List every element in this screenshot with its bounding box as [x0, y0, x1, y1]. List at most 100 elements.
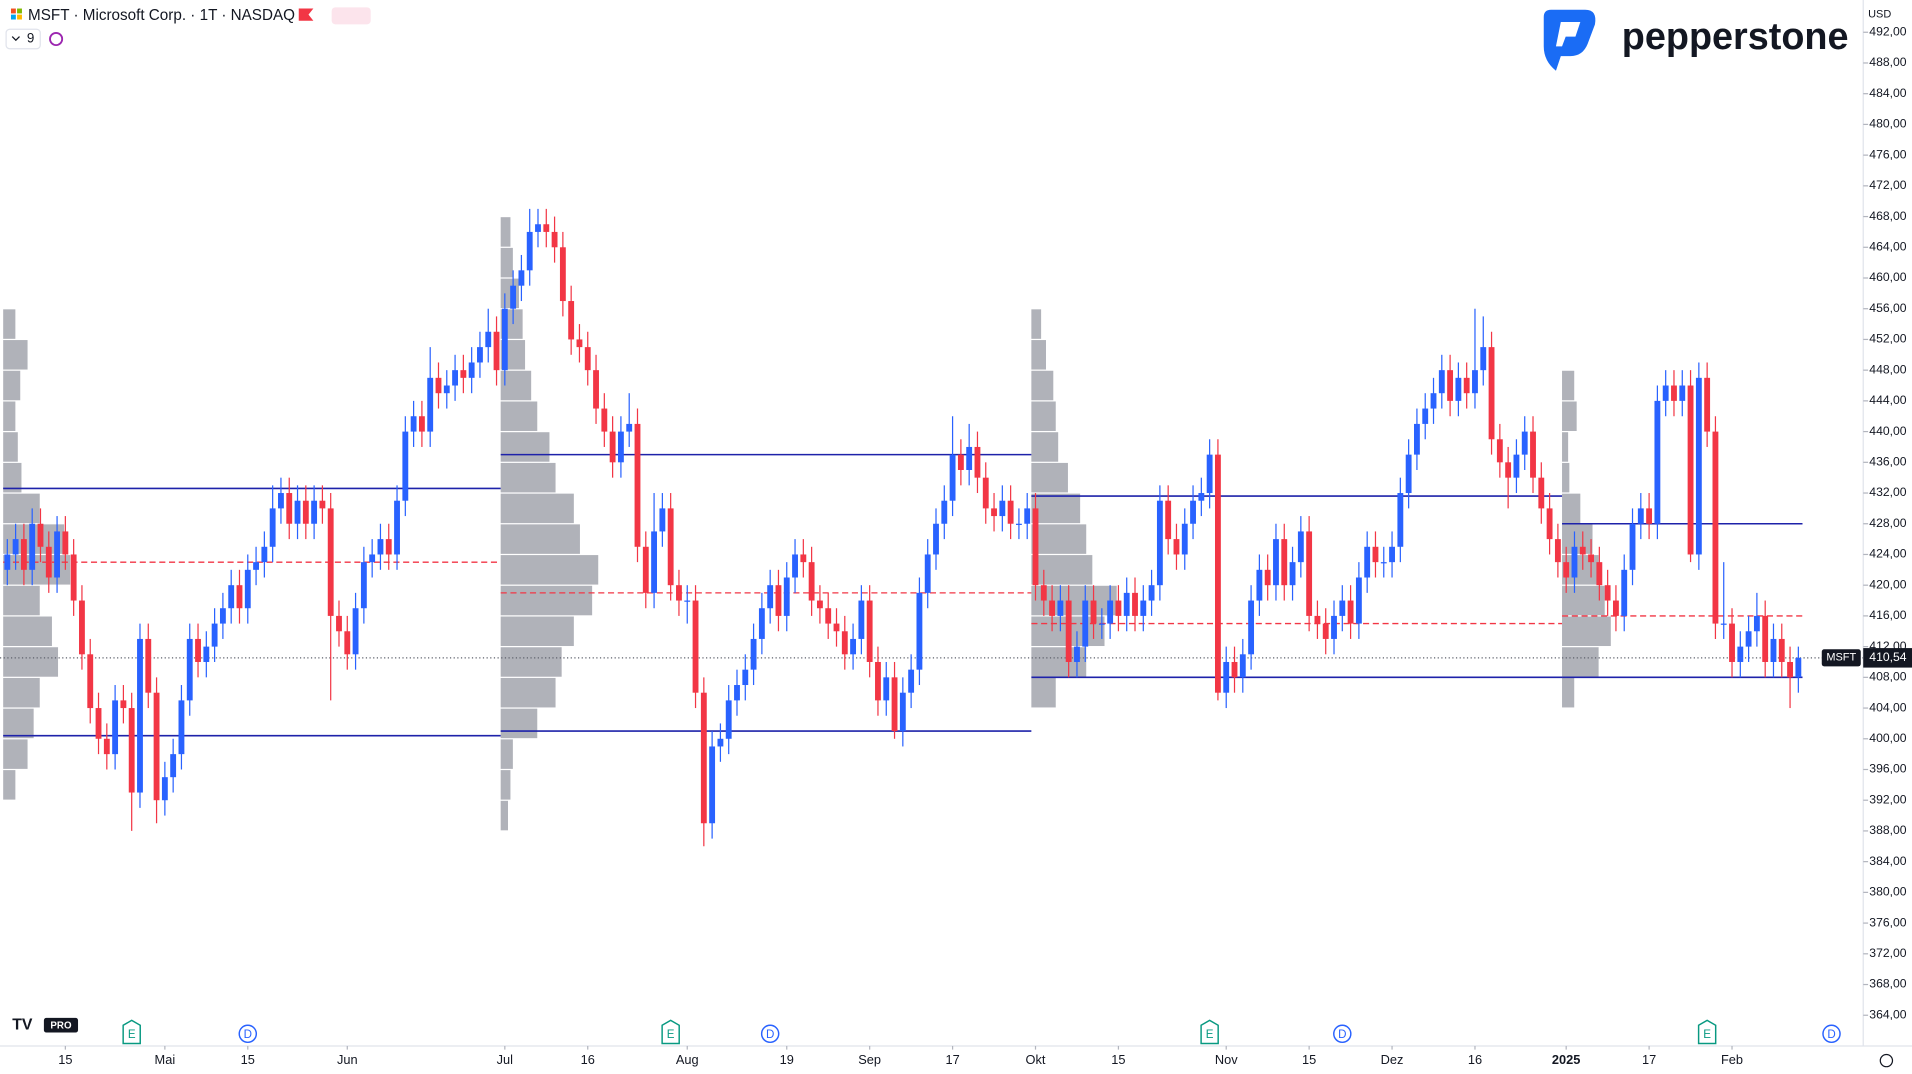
candle-body	[452, 370, 459, 386]
volume-profile-bar	[3, 555, 71, 585]
candle-body	[841, 631, 848, 655]
y-tick-label: 448,00	[1869, 362, 1907, 376]
y-tick-label: 492,00	[1869, 24, 1907, 38]
candle-body	[1065, 600, 1072, 662]
candle-body	[543, 224, 550, 232]
candles	[4, 208, 1802, 847]
candle-body	[1687, 385, 1694, 555]
symbol-tag: MSFT	[1826, 652, 1856, 664]
candle-body	[1198, 493, 1205, 501]
candle-body	[336, 615, 342, 632]
candle-body	[991, 508, 997, 517]
y-tick-label: 440,00	[1869, 424, 1907, 438]
candle-body	[253, 562, 259, 570]
candle-body	[20, 539, 27, 570]
candle-body	[228, 585, 235, 609]
volume-profile-bar	[3, 432, 18, 462]
candle-body	[783, 577, 790, 616]
volume-profile-bar	[1562, 370, 1575, 401]
candle-body	[551, 231, 558, 248]
candle-body	[626, 423, 633, 432]
sync-icon[interactable]	[49, 32, 64, 47]
volume-profile-bar	[1562, 462, 1570, 493]
candle-body	[1372, 546, 1379, 563]
candle-body	[1546, 508, 1553, 540]
candle-body	[1480, 347, 1487, 371]
volume-profile-bar	[500, 770, 511, 800]
last-price-label: 410,54	[1869, 650, 1907, 664]
candle-body	[211, 623, 218, 647]
y-tick-label: 444,00	[1869, 393, 1907, 407]
candle-body	[377, 539, 384, 555]
candle-body	[676, 585, 682, 601]
x-tick-label: Nov	[1215, 1052, 1238, 1067]
volume-profile-bar	[1562, 677, 1575, 708]
candle-body	[1115, 600, 1122, 616]
volume-profile-bar	[1031, 309, 1042, 339]
candle-body	[1463, 377, 1470, 394]
candle-body	[501, 308, 508, 371]
candle-body	[1389, 546, 1395, 563]
candle-body	[1646, 508, 1653, 524]
event-label: E	[1703, 1029, 1711, 1041]
candle-body	[1613, 600, 1619, 616]
candle-body	[1040, 585, 1047, 601]
candle-body	[1007, 500, 1014, 524]
event-label: E	[667, 1029, 675, 1041]
ms-logo	[17, 8, 22, 14]
volume-profile-bar	[500, 739, 513, 769]
candle-body	[750, 638, 757, 670]
candle-body	[1770, 638, 1777, 662]
candle-body	[1505, 462, 1512, 478]
x-tick-label: 15	[58, 1052, 72, 1067]
tv-badge-box	[43, 1017, 79, 1033]
x-tick-label: 15	[241, 1052, 255, 1067]
candle-body	[833, 623, 840, 632]
candle-body	[1679, 385, 1686, 401]
candle-body	[568, 301, 575, 340]
candle-body	[1181, 523, 1188, 555]
candle-body	[1273, 539, 1279, 586]
ms-logo	[10, 8, 16, 14]
candle-body	[219, 608, 226, 624]
price-tag: MSFT 410,54	[1821, 648, 1912, 668]
candle-body	[1098, 623, 1105, 625]
volume-profile-bar	[500, 524, 580, 554]
ms-logo	[17, 14, 22, 20]
candle-body	[54, 531, 60, 578]
candle-body	[1314, 615, 1321, 624]
candle-body	[916, 592, 923, 670]
y-tick-label: 480,00	[1869, 117, 1907, 131]
y-tick-label: 408,00	[1869, 670, 1907, 684]
candle-body	[460, 370, 467, 378]
y-tick-label: 428,00	[1869, 516, 1907, 530]
y-tick-label: 372,00	[1869, 946, 1907, 960]
last-price-box	[1863, 648, 1912, 668]
volume-profile-bar	[3, 462, 22, 493]
volume-profile-bar	[1031, 462, 1068, 493]
candle-body	[402, 431, 409, 501]
candle-body	[161, 777, 168, 801]
volume-profile-bar	[3, 770, 16, 800]
candle-body	[1074, 646, 1080, 662]
candle-body	[4, 554, 11, 570]
candle-body	[816, 600, 823, 609]
flag-icon[interactable]	[298, 8, 314, 21]
candle-body	[1148, 585, 1155, 601]
volume-profile-bar	[1031, 524, 1087, 554]
candle-body	[1289, 562, 1296, 586]
volume-profile-bar	[3, 677, 40, 708]
tv-logo: TV	[12, 1016, 33, 1033]
volume-profile-bar	[500, 800, 508, 831]
candle-body	[725, 700, 732, 739]
candle-body	[999, 500, 1006, 517]
candle-body	[800, 554, 807, 563]
interval-box[interactable]	[5, 28, 41, 50]
settings-icon[interactable]	[1879, 1053, 1894, 1068]
candle-body	[128, 708, 135, 793]
candle-body	[1339, 600, 1346, 616]
event-label: D	[1338, 1029, 1346, 1041]
status-badge[interactable]	[331, 7, 371, 25]
